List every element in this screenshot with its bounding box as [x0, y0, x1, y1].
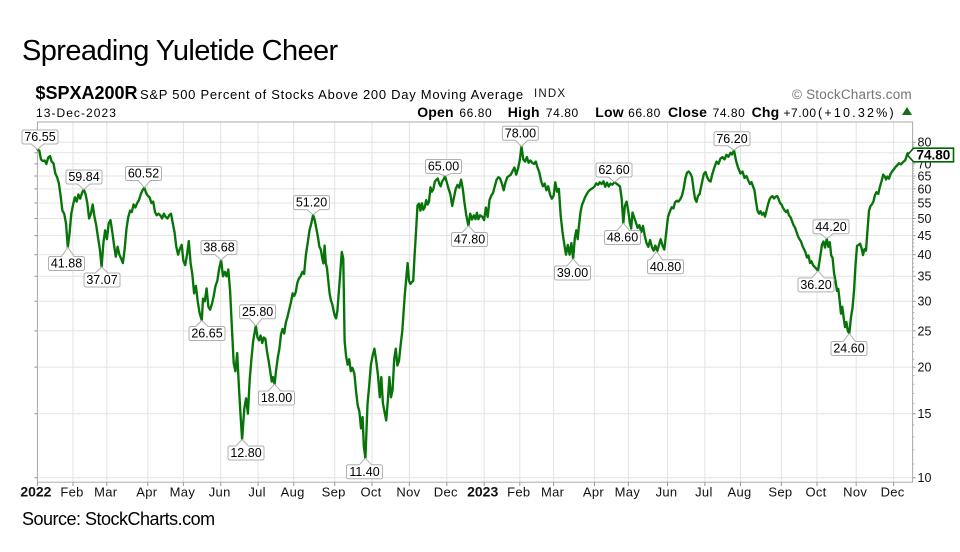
svg-text:Aug: Aug [281, 485, 305, 500]
svg-text:2023: 2023 [467, 484, 498, 500]
svg-text:Mar: Mar [94, 485, 118, 500]
svg-text:76.20: 76.20 [716, 132, 747, 146]
svg-text:Feb: Feb [507, 485, 530, 500]
svg-text:12.80: 12.80 [230, 446, 261, 460]
svg-text:May: May [615, 485, 641, 500]
svg-text:50: 50 [918, 212, 932, 226]
svg-text:36.20: 36.20 [800, 278, 831, 292]
svg-text:2022: 2022 [20, 484, 51, 500]
svg-text:65.00: 65.00 [428, 160, 459, 174]
svg-text:45: 45 [918, 229, 932, 243]
svg-text:Apr: Apr [583, 485, 605, 500]
svg-text:Apr: Apr [136, 485, 158, 500]
svg-text:25.80: 25.80 [242, 305, 273, 319]
svg-text:41.88: 41.88 [51, 257, 82, 271]
svg-text:40.80: 40.80 [650, 260, 681, 274]
svg-text:74.80: 74.80 [917, 148, 951, 163]
svg-text:39.00: 39.00 [557, 266, 588, 280]
svg-text:Dec: Dec [434, 485, 458, 500]
svg-text:Nov: Nov [843, 485, 867, 500]
svg-text:24.60: 24.60 [833, 342, 864, 356]
svg-text:Mar: Mar [541, 485, 565, 500]
svg-text:62.60: 62.60 [598, 163, 629, 177]
svg-text:15: 15 [918, 407, 932, 421]
svg-text:60.52: 60.52 [128, 167, 159, 181]
svg-text:51.20: 51.20 [296, 196, 327, 210]
svg-text:Jun: Jun [209, 485, 231, 500]
svg-text:25: 25 [918, 324, 932, 338]
svg-text:May: May [170, 485, 196, 500]
svg-text:47.80: 47.80 [454, 233, 485, 247]
svg-text:48.60: 48.60 [607, 231, 638, 245]
svg-text:80: 80 [918, 136, 932, 150]
svg-text:78.00: 78.00 [505, 126, 536, 140]
svg-text:Oct: Oct [360, 485, 381, 500]
svg-text:20: 20 [918, 361, 932, 375]
svg-text:40: 40 [918, 248, 932, 262]
svg-text:30: 30 [918, 295, 932, 309]
svg-text:Sep: Sep [322, 485, 346, 500]
svg-text:60: 60 [918, 182, 932, 196]
svg-text:Dec: Dec [881, 485, 905, 500]
svg-text:55: 55 [918, 196, 932, 210]
svg-text:Sep: Sep [768, 485, 792, 500]
svg-text:Jul: Jul [695, 485, 713, 500]
svg-text:76.55: 76.55 [24, 130, 55, 144]
svg-text:Nov: Nov [396, 485, 420, 500]
svg-text:Oct: Oct [805, 485, 826, 500]
svg-text:18.00: 18.00 [261, 391, 292, 405]
svg-text:65: 65 [918, 169, 932, 183]
svg-text:38.68: 38.68 [203, 241, 234, 255]
svg-text:10: 10 [918, 471, 932, 485]
svg-text:59.84: 59.84 [68, 170, 99, 184]
svg-text:37.07: 37.07 [86, 273, 117, 287]
svg-text:Jul: Jul [248, 485, 266, 500]
svg-text:Jun: Jun [656, 485, 678, 500]
svg-text:44.20: 44.20 [815, 220, 846, 234]
svg-text:35: 35 [918, 270, 932, 284]
svg-text:Feb: Feb [60, 485, 83, 500]
svg-text:11.40: 11.40 [349, 465, 379, 479]
svg-text:Aug: Aug [727, 485, 751, 500]
svg-text:26.65: 26.65 [191, 327, 222, 341]
